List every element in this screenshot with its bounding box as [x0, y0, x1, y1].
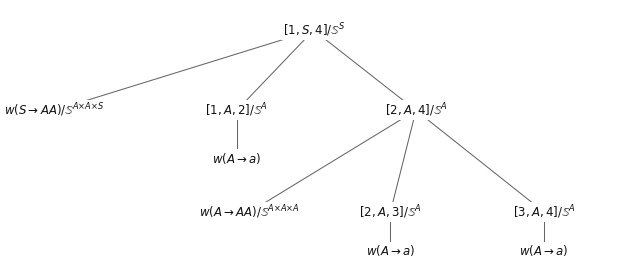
Text: $w(A \to AA)/\mathbb{S}^{A{\times}A{\times}A}$: $w(A \to AA)/\mathbb{S}^{A{\times}A{\tim…: [199, 203, 300, 221]
Text: $[2,A,4]/\mathbb{S}^A$: $[2,A,4]/\mathbb{S}^A$: [385, 102, 447, 119]
Text: $[2,A,3]/\mathbb{S}^A$: $[2,A,3]/\mathbb{S}^A$: [359, 203, 422, 221]
Text: $w(A \to a)$: $w(A \to a)$: [212, 151, 262, 166]
Text: $[3,A,4]/\mathbb{S}^A$: $[3,A,4]/\mathbb{S}^A$: [513, 203, 575, 221]
Text: $w(S \to AA)/\mathbb{S}^{A{\times}A{\times}S}$: $w(S \to AA)/\mathbb{S}^{A{\times}A{\tim…: [4, 102, 104, 119]
Text: $[1,S,4]/\mathbb{S}^S$: $[1,S,4]/\mathbb{S}^S$: [283, 21, 344, 39]
Text: $[1,A,2]/\mathbb{S}^A$: $[1,A,2]/\mathbb{S}^A$: [205, 102, 268, 119]
Text: $w(A \to a)$: $w(A \to a)$: [519, 243, 569, 259]
Text: $w(A \to a)$: $w(A \to a)$: [365, 243, 415, 259]
